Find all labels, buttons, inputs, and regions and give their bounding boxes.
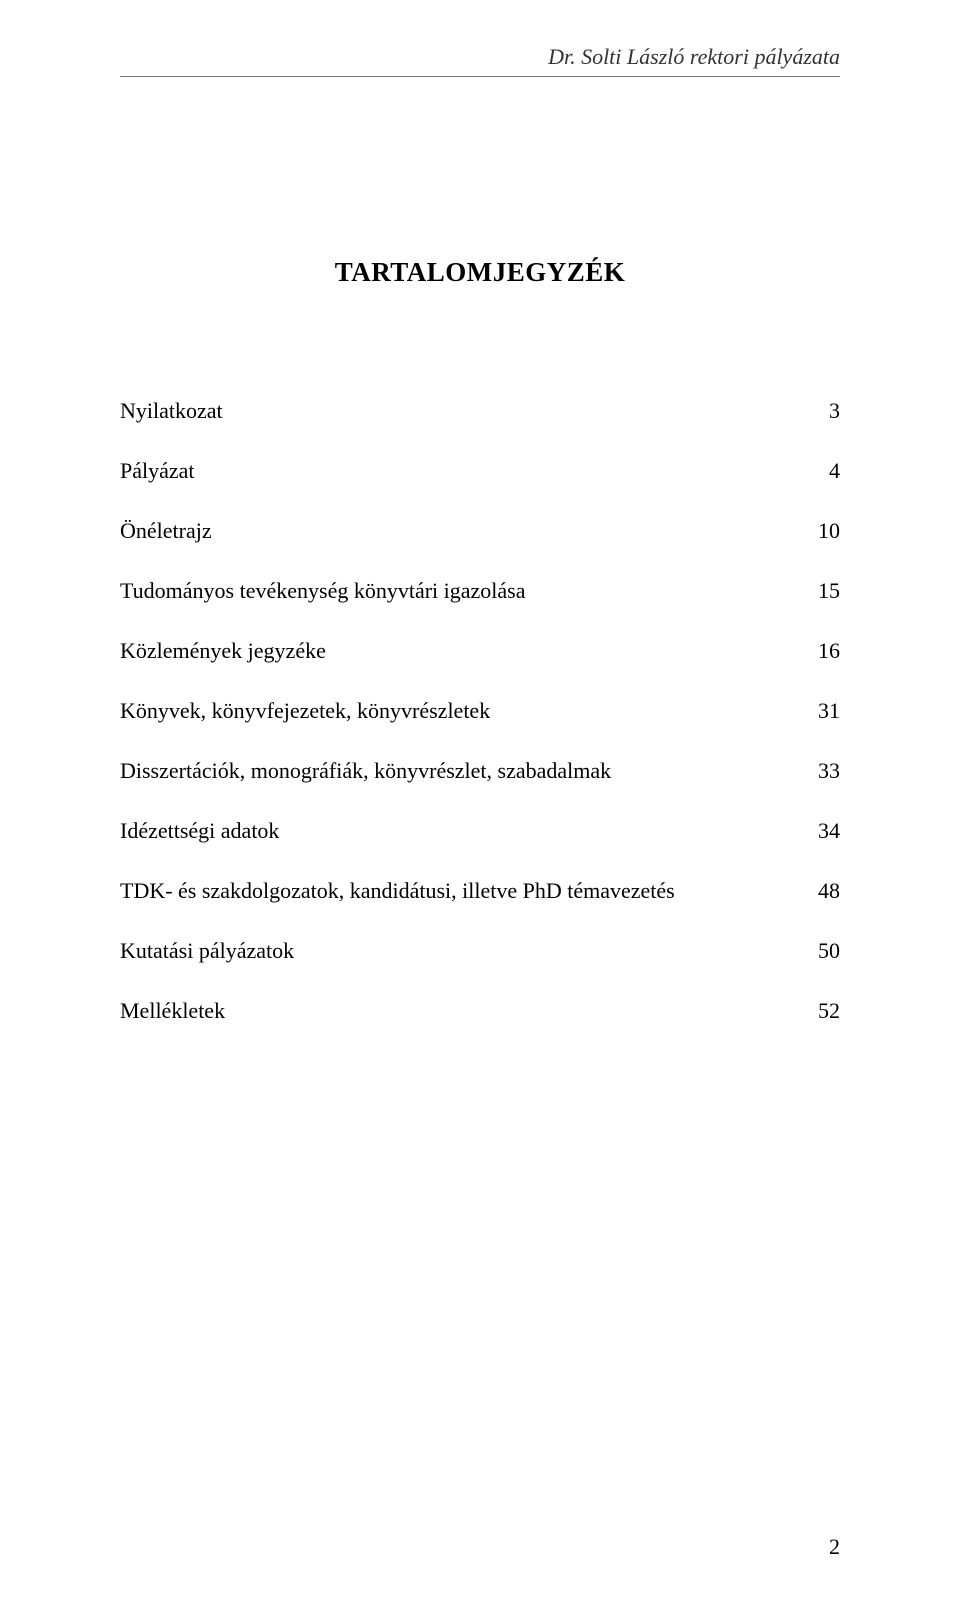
toc-page-number: 3 [804,398,840,424]
toc-row: Könyvek, könyvfejezetek, könyvrészletek … [120,698,840,724]
toc-label: Közlemények jegyzéke [120,638,804,664]
toc-label: Könyvek, könyvfejezetek, könyvrészletek [120,698,804,724]
toc-label: Idézettségi adatok [120,818,804,844]
toc-label: Disszertációk, monográfiák, könyvrészlet… [120,758,804,784]
toc-page-number: 50 [804,938,840,964]
toc-row: Disszertációk, monográfiák, könyvrészlet… [120,758,840,784]
toc-label: Pályázat [120,458,804,484]
toc-page-number: 33 [804,758,840,784]
toc-row: Tudományos tevékenység könyvtári igazolá… [120,578,840,604]
toc-row: Pályázat 4 [120,458,840,484]
toc-row: Nyilatkozat 3 [120,398,840,424]
toc-page-number: 31 [804,698,840,724]
page-number: 2 [829,1534,840,1560]
toc-row: Közlemények jegyzéke 16 [120,638,840,664]
toc-page-number: 15 [804,578,840,604]
toc-label: Nyilatkozat [120,398,804,424]
toc-row: Önéletrajz 10 [120,518,840,544]
toc-page-number: 16 [804,638,840,664]
toc-label: Tudományos tevékenység könyvtári igazolá… [120,578,804,604]
toc-title: TARTALOMJEGYZÉK [120,257,840,288]
toc-label: TDK- és szakdolgozatok, kandidátusi, ill… [120,878,804,904]
toc-row: Kutatási pályázatok 50 [120,938,840,964]
toc-row: Idézettségi adatok 34 [120,818,840,844]
toc-page-number: 4 [804,458,840,484]
toc-label: Önéletrajz [120,518,804,544]
toc-label: Kutatási pályázatok [120,938,804,964]
toc-row: Mellékletek 52 [120,998,840,1024]
toc-page-number: 52 [804,998,840,1024]
toc-label: Mellékletek [120,998,804,1024]
document-page: Dr. Solti László rektori pályázata TARTA… [0,0,960,1024]
table-of-contents: Nyilatkozat 3 Pályázat 4 Önéletrajz 10 T… [120,398,840,1024]
toc-page-number: 10 [804,518,840,544]
page-header: Dr. Solti László rektori pályázata [120,44,840,77]
toc-row: TDK- és szakdolgozatok, kandidátusi, ill… [120,878,840,904]
toc-page-number: 34 [804,818,840,844]
toc-page-number: 48 [804,878,840,904]
